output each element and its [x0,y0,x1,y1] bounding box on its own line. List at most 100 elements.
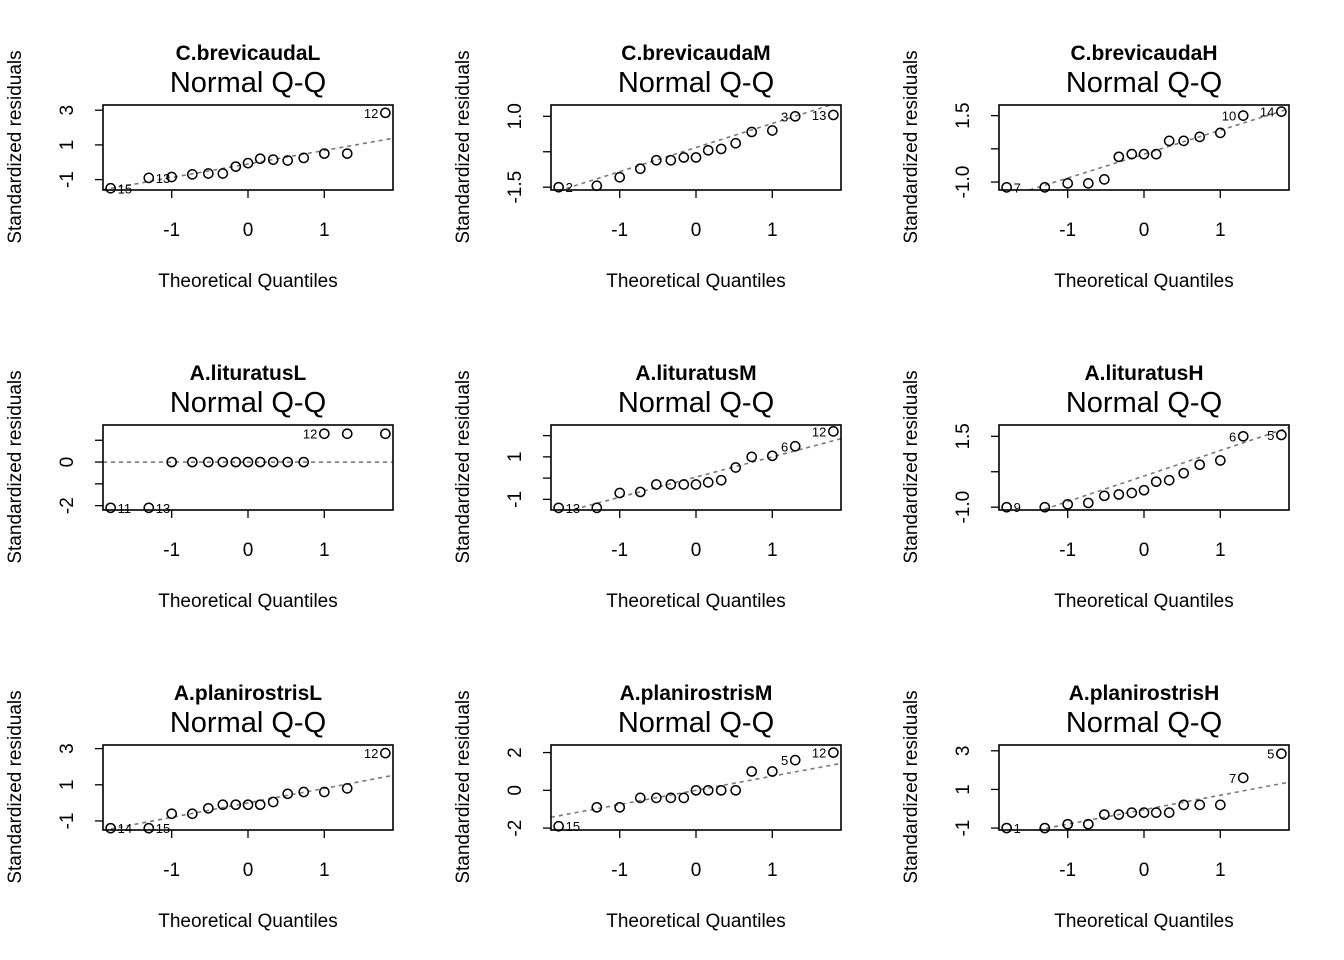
data-point [217,168,229,179]
data-point [298,786,310,798]
data-point [202,802,214,814]
qq-reference-line [1026,107,1289,190]
data-point [1178,799,1190,811]
panel-title: C.brevicaudaH [1070,42,1217,65]
panel-subtitle: Normal Q-Q [1066,707,1222,739]
data-point [1138,148,1150,160]
data-point [665,479,677,490]
point-label: 12 [303,427,317,442]
data-point [282,788,294,800]
data-point [1113,151,1125,163]
data-point [665,154,677,166]
y-tick-label: 3 [953,746,974,757]
x-tick-label: 1 [319,860,330,881]
data-point [1163,135,1175,147]
y-tick-label: 1 [953,784,974,795]
point-label: 11 [118,501,132,516]
data-point [715,143,727,155]
y-tick-label: -1 [953,820,974,837]
data-point [318,786,330,798]
data-point [1126,807,1138,818]
point-label: 3 [781,109,788,124]
point-label: 10 [1222,109,1236,124]
data-point [634,163,646,175]
data-point [1276,748,1287,760]
data-point [298,456,310,468]
x-tick-label: -1 [163,540,180,561]
x-tick-label: 1 [319,540,330,561]
data-point [341,783,353,794]
data-point [1001,181,1012,193]
data-point [1113,809,1125,820]
data-point [614,487,626,499]
plot-box [550,424,842,511]
data-point [1214,455,1226,466]
data-point [1237,110,1249,121]
y-tick-label: -1 [505,491,526,508]
panel-title: A.lituratusM [635,362,756,385]
data-point [1163,807,1175,818]
panel-subtitle: Normal Q-Q [618,707,774,739]
y-tick-label: -2 [505,820,526,837]
point-label: 12 [364,746,378,761]
data-point [650,479,662,490]
x-tick-label: -1 [611,860,628,881]
data-point [591,801,603,813]
y-axis-label: Standardized residuals [901,370,922,563]
data-point [282,456,294,468]
qq-reference-line [551,762,841,819]
data-point [186,456,198,468]
data-point [591,502,603,514]
data-point [267,456,279,468]
y-tick-label: -1 [57,171,78,188]
data-point [1178,135,1190,147]
y-axis-label: Standardized residuals [901,50,922,243]
data-point [553,820,564,832]
data-point [143,172,155,184]
data-point [1062,178,1074,189]
data-point [746,126,758,138]
data-point [143,502,155,514]
data-point [230,161,242,172]
x-tick-label: -1 [1059,540,1076,561]
data-point [1098,174,1110,185]
y-tick-label: 1 [57,779,78,790]
data-point [254,456,266,468]
point-label: 15 [156,821,170,836]
x-tick-label: 0 [1139,540,1150,561]
data-point [202,168,214,179]
data-point [1194,799,1206,811]
data-point [242,799,254,811]
data-point [1214,799,1226,811]
data-point [217,456,229,468]
y-axis-label: Standardized residuals [901,690,922,883]
point-label: 6 [1229,429,1236,444]
x-tick-label: -1 [1059,860,1076,881]
qq-reference-line [103,774,393,830]
y-axis-label: Standardized residuals [453,370,474,563]
point-label: 12 [364,106,378,121]
point-label: 7 [1014,180,1021,195]
data-point [1163,474,1175,486]
data-point [1237,430,1249,442]
data-point [166,808,178,820]
data-point [1126,148,1138,160]
y-tick-label: 3 [57,743,78,754]
data-point [1150,476,1162,488]
point-label: 15 [566,819,580,834]
x-axis-label: Theoretical Quantiles [1054,271,1234,292]
data-point [186,169,198,180]
data-point [143,822,155,834]
y-tick-label: 2 [505,747,526,758]
x-tick-label: 1 [767,540,778,561]
data-point [186,808,198,820]
y-tick-label: 1.5 [953,102,974,128]
panel-title: A.planirostrisH [1069,682,1220,705]
x-tick-label: 1 [1215,860,1226,881]
x-tick-label: 1 [767,220,778,241]
plot-box [998,104,1290,191]
